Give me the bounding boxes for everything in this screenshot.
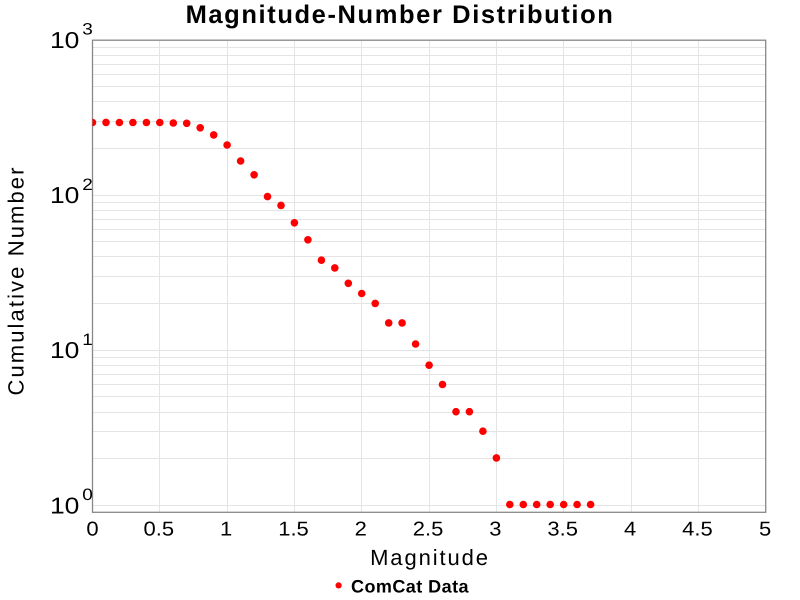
svg-text:10: 10 (50, 27, 79, 53)
svg-text:3.5: 3.5 (547, 519, 578, 541)
svg-text:10: 10 (50, 182, 79, 208)
svg-text:0: 0 (86, 519, 98, 541)
svg-text:ComCat Data: ComCat Data (351, 576, 470, 596)
svg-text:2.5: 2.5 (413, 519, 444, 541)
svg-text:3: 3 (82, 21, 93, 39)
svg-text:2: 2 (82, 176, 93, 194)
svg-text:1: 1 (82, 331, 93, 349)
svg-text:3: 3 (489, 519, 501, 541)
svg-text:4: 4 (624, 519, 636, 541)
svg-text:1.5: 1.5 (278, 519, 309, 541)
svg-text:0: 0 (82, 486, 93, 504)
svg-text:Magnitude: Magnitude (370, 545, 490, 570)
svg-text:Cumulative Number: Cumulative Number (4, 165, 29, 395)
svg-text:Magnitude-Number Distribution: Magnitude-Number Distribution (186, 1, 615, 29)
svg-text:2: 2 (355, 519, 367, 541)
svg-text:5: 5 (759, 519, 771, 541)
svg-text:10: 10 (50, 337, 79, 363)
svg-text:10: 10 (50, 492, 79, 518)
svg-text:1: 1 (220, 519, 232, 541)
svg-text:0.5: 0.5 (144, 519, 175, 541)
svg-text:4.5: 4.5 (682, 519, 713, 541)
